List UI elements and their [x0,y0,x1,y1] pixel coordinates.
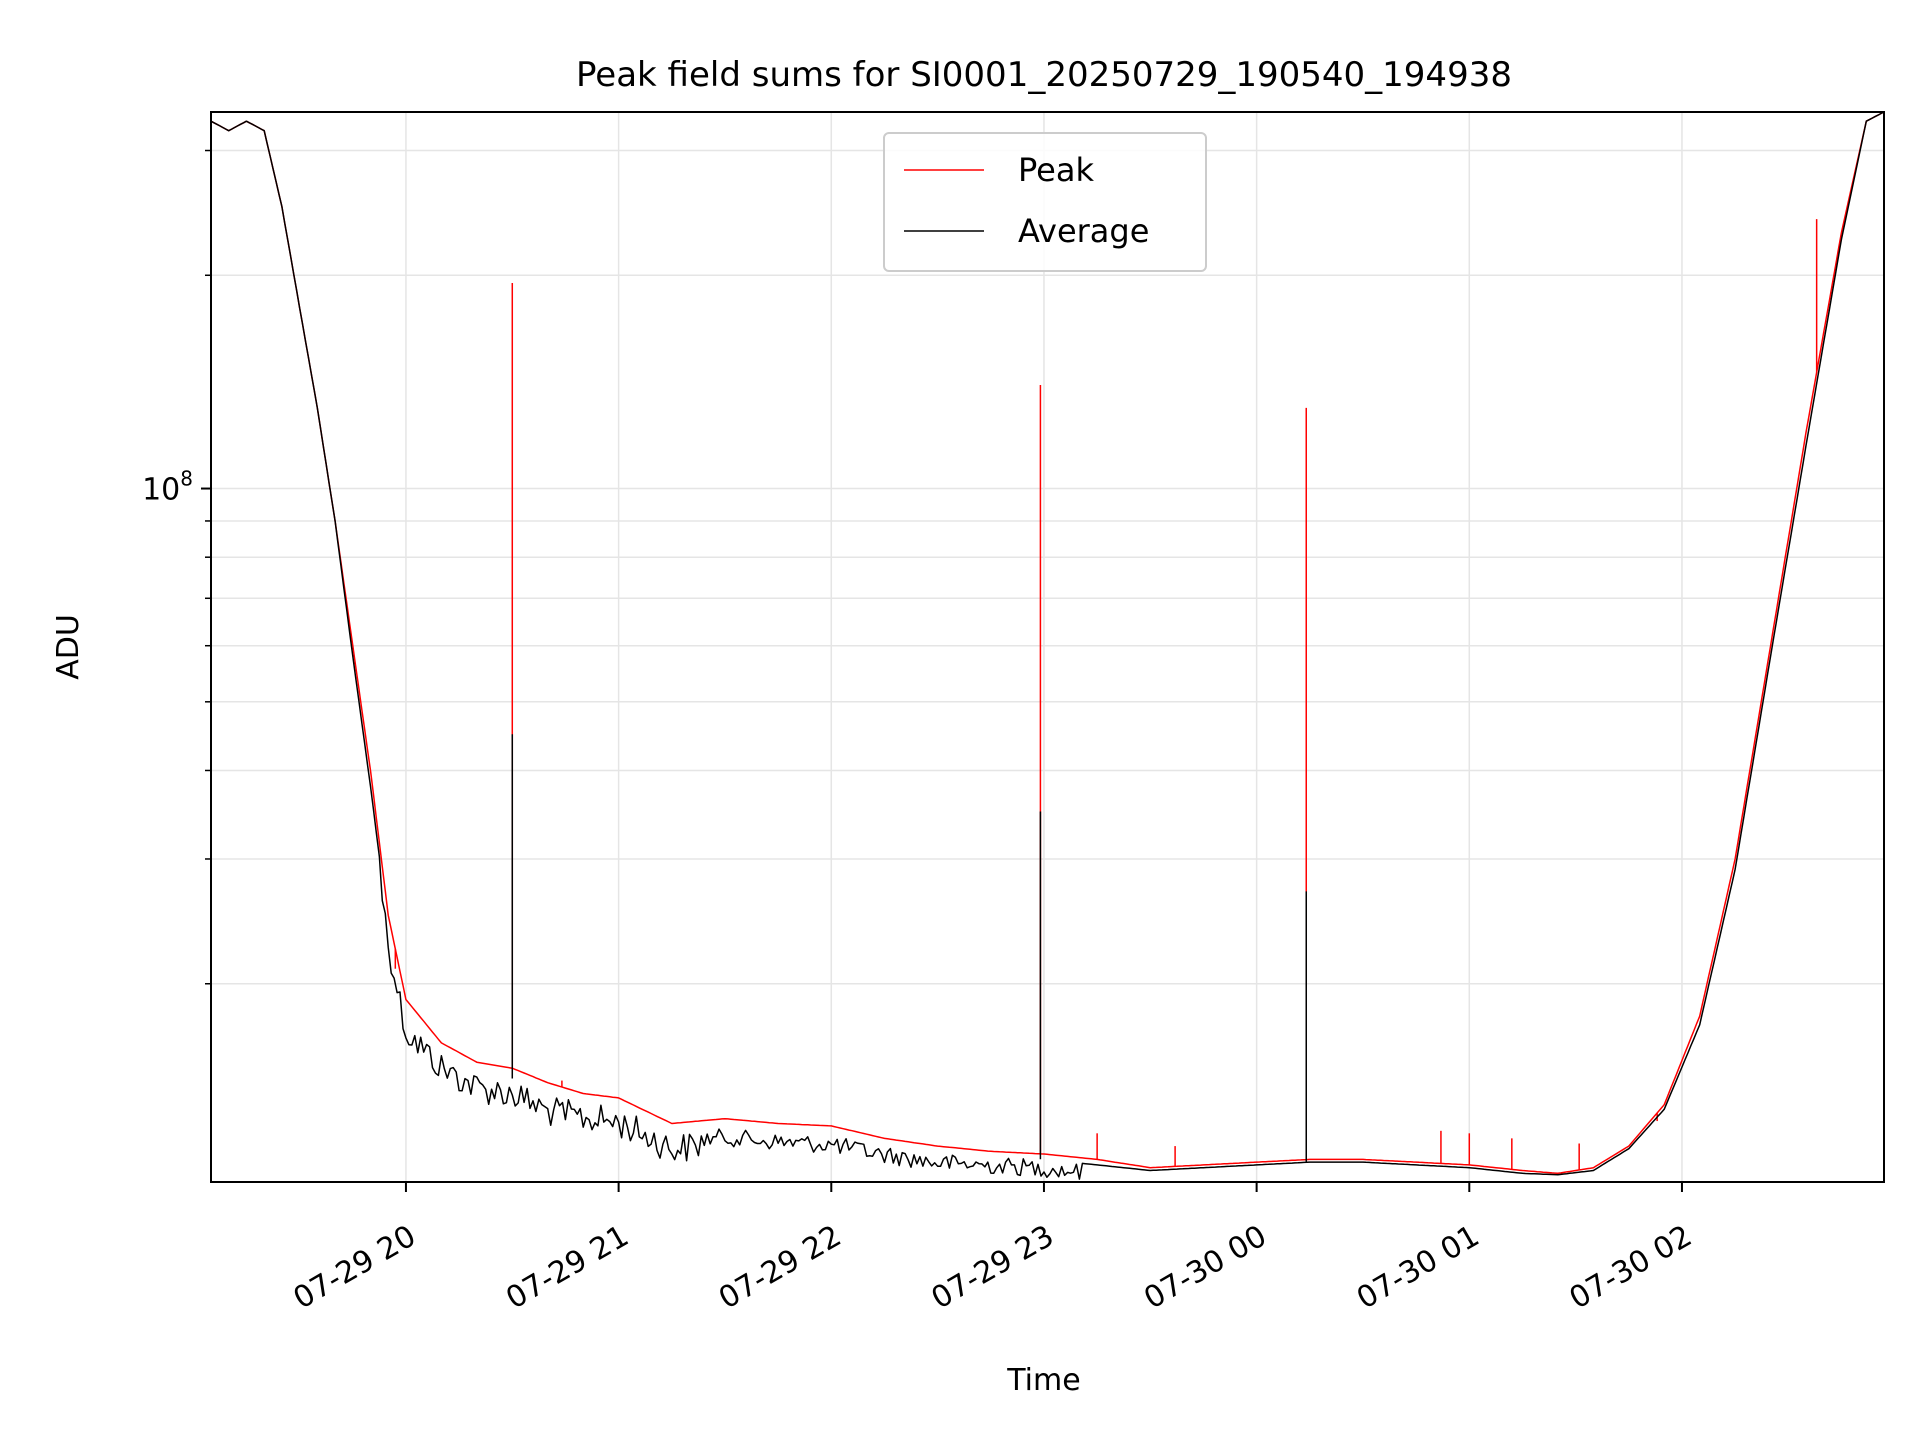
x-tick-label: 07-30 02 [1564,1219,1698,1317]
x-tick-label: 07-29 23 [926,1219,1060,1317]
x-tick-label: 07-29 20 [288,1219,422,1317]
x-tick-label: 07-29 21 [500,1219,634,1317]
chart-title: Peak field sums for SI0001_20250729_1905… [576,55,1512,95]
x-tick-label: 07-30 00 [1138,1219,1272,1317]
legend-peak-label: Peak [1018,151,1094,189]
y-tick-label: 108 [142,467,193,508]
y-axis: 108 [142,149,211,985]
x-tick-label: 07-30 01 [1351,1219,1485,1317]
average-series [210,111,1885,1180]
x-axis-label: Time [1006,1363,1080,1398]
x-tick-label: 07-29 22 [713,1219,847,1317]
average-line [210,111,1885,1180]
y-axis-label: ADU [51,614,86,680]
plot-area [210,111,1885,1180]
grid [211,112,1884,1182]
axes-frame [210,111,1885,1183]
legend-box [883,132,1207,272]
legend: Peak Average [883,132,1207,272]
legend-average-label: Average [1018,212,1149,250]
peak-line [210,111,1885,1175]
x-axis: 07-29 20 07-29 21 07-29 22 07-29 23 07-30 00… [288,1182,1698,1316]
